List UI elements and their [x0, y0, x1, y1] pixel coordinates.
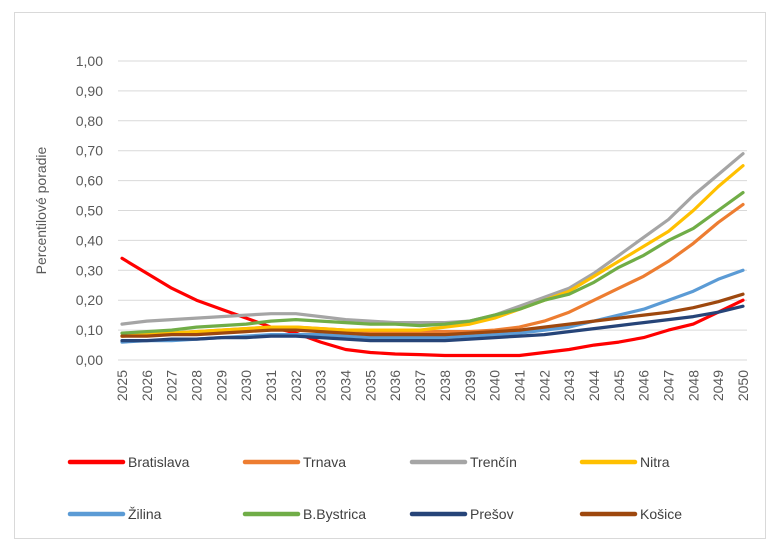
x-tick-label: 2029 — [213, 370, 229, 401]
x-tick-label: 2028 — [189, 370, 205, 401]
x-tick-label: 2037 — [412, 370, 428, 401]
x-tick-label: 2031 — [263, 370, 279, 401]
series-line-nitra — [120, 164, 745, 338]
y-tick-label: 1,00 — [76, 53, 103, 69]
x-tick-label: 2049 — [710, 370, 726, 401]
x-tick-label: 2035 — [362, 370, 378, 401]
y-tick-label: 0,20 — [76, 292, 103, 308]
legend: Bratislava Trnava Trenčín Nitra Žilina B.Byst… — [67, 454, 682, 522]
legend-label: Trnava — [303, 454, 346, 470]
y-tick-label: 0,40 — [76, 232, 103, 248]
x-tick-label: 2036 — [387, 370, 403, 401]
chart-frame: 0,00 0,10 0,20 0,30 0,40 0,50 0,60 0,70 0,80 0,90… — [14, 12, 766, 539]
y-tick-label: 0,90 — [76, 83, 103, 99]
y-axis-label: Percentilové poradie — [33, 146, 49, 274]
x-tick-label: 2026 — [139, 370, 155, 401]
y-axis-ticks: 0,00 0,10 0,20 0,30 0,40 0,50 0,60 0,70 0,80 0,90… — [76, 53, 103, 368]
x-tick-label: 2048 — [685, 370, 701, 401]
x-tick-label: 2039 — [462, 370, 478, 401]
legend-label: Žilina — [128, 506, 162, 522]
x-tick-label: 2038 — [437, 370, 453, 401]
legend-label: Košice — [640, 506, 682, 522]
x-tick-label: 2041 — [511, 370, 527, 401]
legend-label: Bratislava — [128, 454, 190, 470]
series-line-b-bystrica — [120, 191, 745, 335]
x-tick-label: 2030 — [238, 370, 254, 401]
x-tick-label: 2033 — [313, 370, 329, 401]
x-tick-label: 2047 — [660, 370, 676, 401]
y-tick-label: 0,30 — [76, 262, 103, 278]
x-tick-label: 2045 — [611, 370, 627, 401]
y-tick-label: 0,70 — [76, 143, 103, 159]
y-tick-label: 0,50 — [76, 203, 103, 219]
x-tick-label: 2032 — [288, 370, 304, 401]
y-tick-label: 0,00 — [76, 352, 103, 368]
y-tick-label: 0,80 — [76, 113, 103, 129]
series-line-ko-ice — [120, 292, 745, 338]
legend-label: Prešov — [470, 506, 514, 522]
x-tick-label: 2043 — [561, 370, 577, 401]
x-tick-label: 2034 — [338, 370, 354, 401]
x-tick-label: 2044 — [586, 370, 602, 401]
x-tick-label: 2027 — [164, 370, 180, 401]
y-tick-label: 0,60 — [76, 173, 103, 189]
x-tick-label: 2025 — [114, 370, 130, 401]
x-tick-label: 2040 — [487, 370, 503, 401]
series-line-bratislava — [120, 256, 745, 358]
x-tick-label: 2046 — [636, 370, 652, 401]
legend-label: Trenčín — [470, 454, 517, 470]
x-tick-label: 2042 — [536, 370, 552, 401]
series-lines — [120, 152, 745, 358]
line-chart: 0,00 0,10 0,20 0,30 0,40 0,50 0,60 0,70 0,80 0,90… — [33, 53, 751, 522]
series-line-tren-n — [120, 152, 745, 326]
y-tick-label: 0,10 — [76, 322, 103, 338]
legend-label: B.Bystrica — [303, 506, 366, 522]
series-line-pre-ov — [120, 304, 745, 343]
legend-label: Nitra — [640, 454, 670, 470]
x-tick-label: 2050 — [735, 370, 751, 401]
x-axis-ticks: 2025 2026 2027 2028 2029 2030 2031 2032 2033 2034… — [114, 370, 751, 401]
